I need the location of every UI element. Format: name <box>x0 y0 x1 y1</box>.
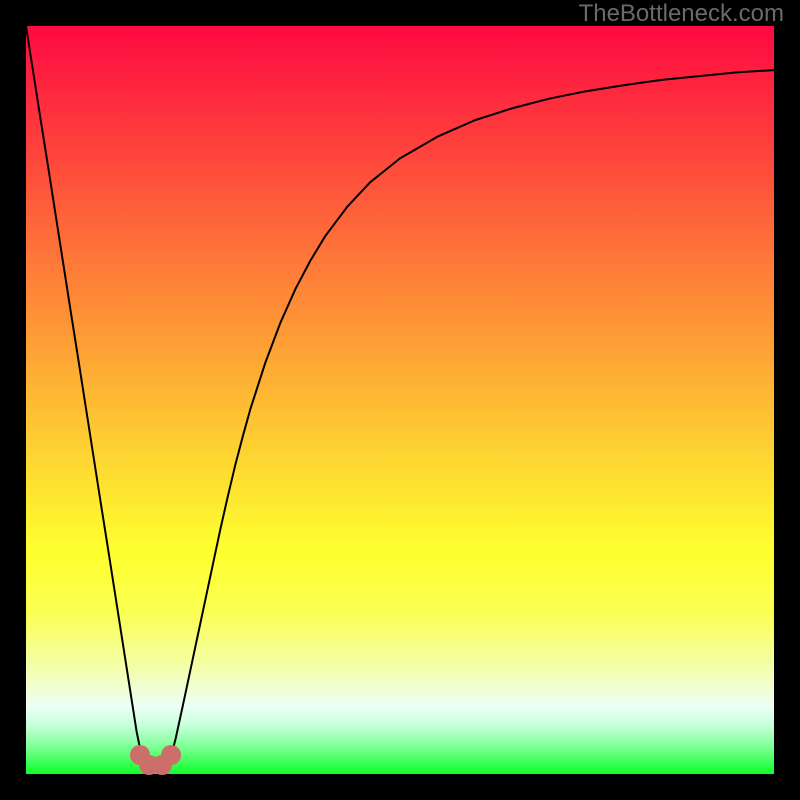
curve-layer <box>26 26 774 774</box>
plot-area <box>26 26 774 774</box>
watermark-text: TheBottleneck.com <box>579 0 784 28</box>
bottleneck-curve <box>26 26 774 770</box>
highlight-marker <box>161 745 181 765</box>
chart-frame: TheBottleneck.com <box>0 0 800 800</box>
